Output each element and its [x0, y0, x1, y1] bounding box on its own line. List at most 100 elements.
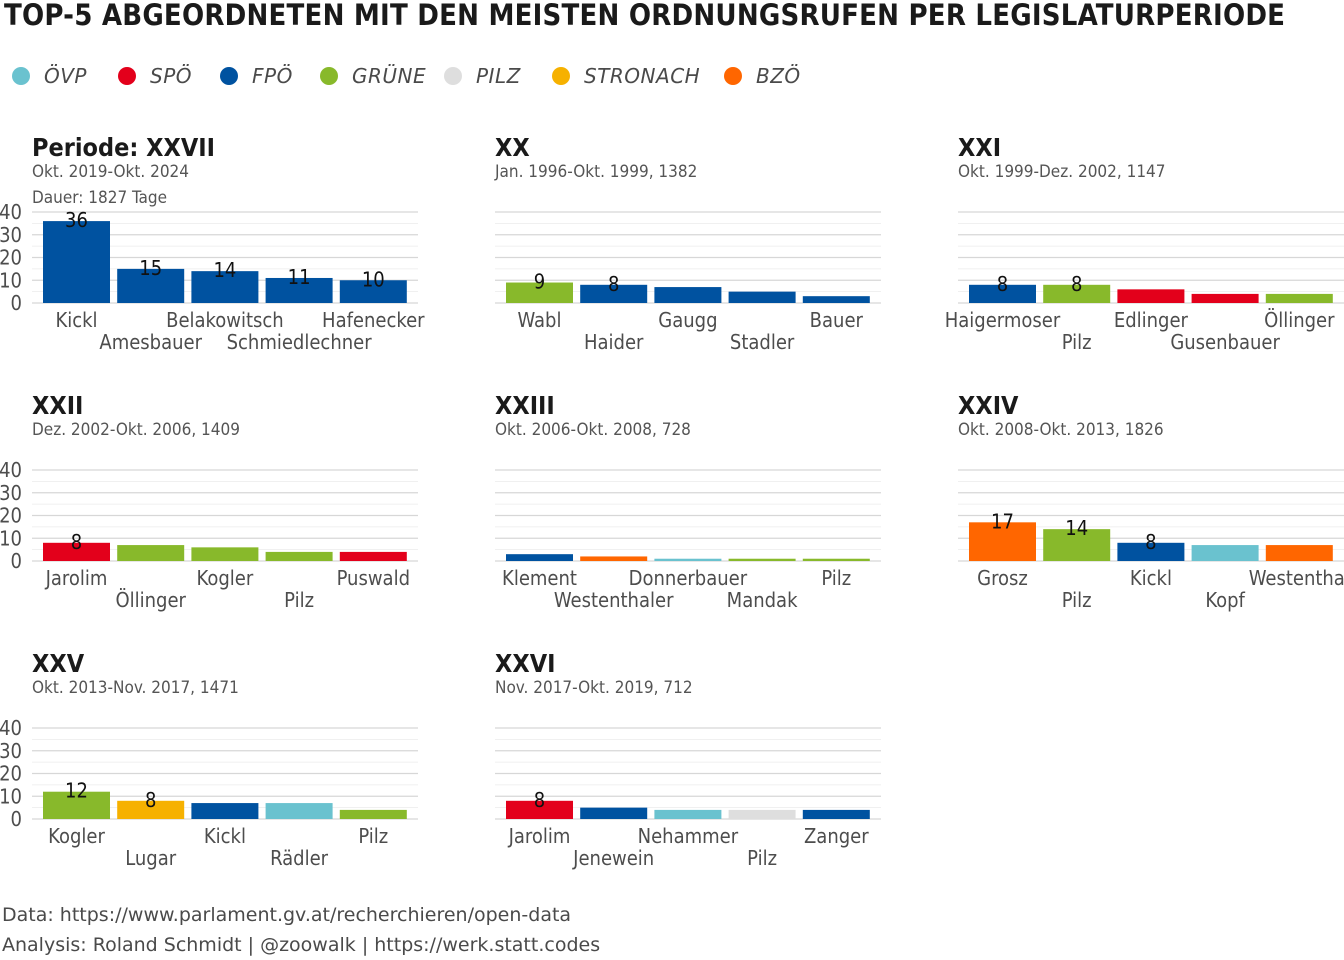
bar [580, 556, 648, 561]
bar [802, 809, 870, 819]
data-label: 8 [1145, 530, 1156, 554]
bar [506, 800, 573, 819]
y-tick-label: 20 [0, 246, 22, 270]
x-tick-label: Pilz [747, 846, 777, 870]
x-tick-label: Kickl [204, 824, 246, 848]
legend-label: PILZ [476, 64, 521, 88]
facet-subtitle: Okt. 1999-Dez. 2002, 1147 [958, 162, 1166, 182]
bar [191, 547, 259, 561]
bar [1265, 545, 1333, 561]
bar [1191, 545, 1259, 561]
y-tick-label: 0 [11, 807, 22, 831]
legend-label: BZÖ [756, 64, 801, 88]
bar [191, 271, 259, 303]
bar [191, 803, 259, 819]
x-tick-label: Pilz [821, 566, 851, 590]
x-tick-label: Rädler [270, 846, 329, 870]
data-label: 15 [139, 256, 162, 280]
legend-item: PILZ [444, 64, 521, 88]
bar [506, 554, 573, 561]
legend-swatch [220, 67, 238, 85]
data-label: 17 [991, 509, 1014, 533]
bar [969, 284, 1036, 303]
x-tick-label: Öllinger [115, 588, 186, 612]
legend-swatch [552, 67, 570, 85]
bar [802, 296, 870, 303]
x-tick-label: Jarolim [45, 566, 108, 590]
y-tick-label: 10 [0, 526, 22, 550]
bar [1117, 289, 1185, 303]
bar [339, 551, 407, 561]
bar [728, 291, 796, 303]
y-tick-label: 10 [0, 268, 22, 292]
x-tick-label: Öllinger [1264, 308, 1335, 332]
legend-item: GRÜNE [320, 64, 426, 88]
bar [43, 221, 110, 303]
bar [506, 282, 573, 303]
data-label: 36 [65, 208, 88, 232]
legend-swatch [118, 67, 136, 85]
x-tick-label: Kopf [1205, 588, 1245, 612]
bar [580, 807, 648, 819]
x-tick-label: Gusenbauer [1170, 330, 1280, 354]
y-tick-label: 30 [0, 739, 22, 763]
x-tick-label: Kickl [55, 308, 97, 332]
data-label: 10 [362, 267, 385, 291]
legend-label: ÖVP [44, 64, 87, 88]
bar [117, 268, 185, 303]
legend-item: SPÖ [118, 64, 192, 88]
facet-subtitle: Jan. 1996-Okt. 1999, 1382 [494, 162, 697, 182]
data-label: 14 [1065, 516, 1088, 540]
facet-subtitle: Okt. 2019-Okt. 2024 [32, 162, 189, 182]
x-tick-label: Grosz [977, 566, 1028, 590]
x-tick-label: Gaugg [658, 308, 717, 332]
data-label: 8 [534, 788, 545, 812]
x-tick-label: Zanger [804, 824, 869, 848]
x-tick-label: Belakowitsch [166, 308, 284, 332]
analysis-credit-note: Analysis: Roland Schmidt | @zoowalk | ht… [2, 934, 601, 956]
x-tick-label: Lugar [125, 846, 177, 870]
legend-label: SPÖ [150, 64, 192, 88]
bar [43, 542, 110, 561]
x-tick-label: Jenewein [572, 846, 654, 870]
legend-swatch [12, 67, 30, 85]
data-label: 8 [997, 272, 1008, 296]
x-tick-label: Pilz [284, 588, 314, 612]
y-tick-label: 10 [0, 784, 22, 808]
bar [339, 809, 407, 819]
y-tick-label: 40 [0, 200, 22, 224]
x-tick-label: Nehammer [638, 824, 739, 848]
bar [969, 522, 1036, 561]
x-tick-label: Jarolim [508, 824, 571, 848]
legend-item: STRONACH [552, 64, 700, 88]
x-tick-label: Donnerbauer [629, 566, 748, 590]
data-label: 14 [213, 258, 236, 282]
x-tick-label: Pilz [358, 824, 388, 848]
legend-item: BZÖ [724, 64, 801, 88]
y-tick-label: 30 [0, 223, 22, 247]
data-label: 8 [608, 272, 619, 296]
x-tick-label: Kogler [48, 824, 105, 848]
x-tick-label: Schmiedlechner [227, 330, 373, 354]
x-tick-label: Pilz [1062, 588, 1092, 612]
legend-item: ÖVP [12, 64, 87, 88]
legend-swatch [320, 67, 338, 85]
y-tick-label: 40 [0, 716, 22, 740]
data-source-note: Data: https://www.parlament.gv.at/recher… [2, 904, 572, 926]
bar [654, 287, 722, 303]
facet-title: XXIV [958, 391, 1019, 420]
facet-title: XXI [958, 133, 1001, 162]
bar [117, 545, 185, 561]
bar [117, 800, 185, 819]
data-label: 8 [71, 530, 82, 554]
bar [1265, 293, 1333, 303]
facet-title: XX [495, 133, 530, 162]
facet-subtitle: Okt. 2006-Okt. 2008, 728 [495, 420, 691, 440]
bar [1043, 529, 1111, 561]
legend-swatch [444, 67, 462, 85]
x-tick-label: Haider [584, 330, 644, 354]
